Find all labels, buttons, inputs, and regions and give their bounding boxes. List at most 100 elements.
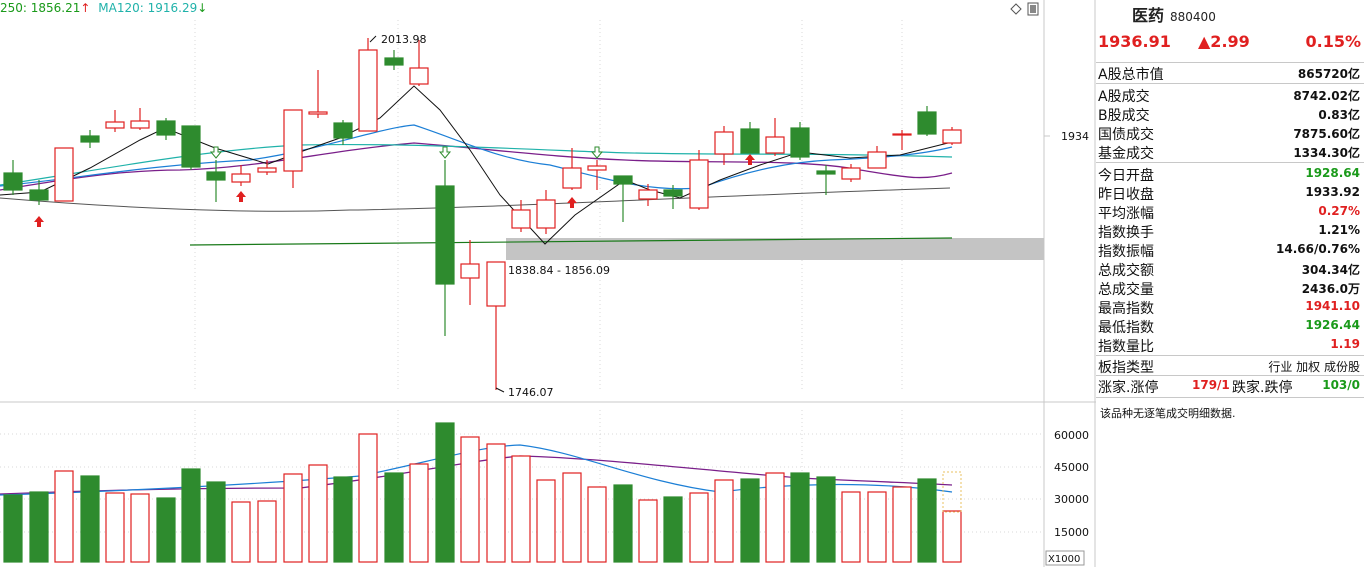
candle-body: [790, 127, 810, 158]
candle-body: [80, 135, 100, 143]
price-change: ▲2.99: [1198, 32, 1250, 51]
candle-body: [942, 129, 962, 144]
diamond-icon[interactable]: [1010, 3, 1022, 15]
ma250-label: 250: 1856.21: [0, 1, 81, 15]
candle-body: [257, 167, 277, 173]
volume-bar: [283, 473, 303, 563]
vol-axis-30000: 30000: [1054, 493, 1089, 506]
chart-tools[interactable]: [1010, 2, 1039, 16]
volume-bar: [29, 491, 49, 563]
low-label: 1746.07: [508, 386, 554, 399]
volume-bar: [714, 479, 734, 563]
volume-bar: [206, 481, 226, 563]
volume-bar: [54, 470, 74, 563]
candle-body: [105, 121, 125, 129]
volume-bar: [333, 476, 353, 563]
info-row-value: 1926.44: [1305, 318, 1360, 332]
candle-body: [638, 189, 658, 200]
index-type-tags[interactable]: 行业 加权 成份股: [1268, 360, 1360, 374]
volume-bar: [409, 463, 429, 563]
index-code: 880400: [1170, 10, 1216, 24]
trend-line: [189, 237, 953, 246]
info-row-label: A股总市值: [1098, 67, 1164, 83]
candle-body: [613, 175, 633, 185]
index-name: 医药 880400: [1132, 6, 1216, 25]
volume-bar: [689, 492, 709, 563]
sell-arrow-icon: [590, 146, 604, 159]
info-row-value: 0.27%: [1318, 204, 1360, 218]
info-row-label: B股成交: [1098, 108, 1150, 124]
volume-bar: [486, 443, 506, 563]
volume-bar: [511, 455, 531, 563]
volume-bar: [790, 472, 810, 563]
volume-bar: [384, 472, 404, 563]
volume-bar: [308, 464, 328, 563]
price-change-pct: 0.15%: [1305, 32, 1361, 51]
down-count-value: 103/0: [1322, 378, 1360, 392]
candle-body: [358, 49, 378, 132]
candle-body: [562, 167, 582, 189]
candle-body: [130, 120, 150, 129]
info-row: 平均涨幅 0.27%: [1096, 202, 1364, 222]
volume-forecast-box: [942, 471, 962, 513]
candle-body: [206, 171, 226, 181]
candle-body: [816, 170, 836, 175]
volume-bar: [181, 468, 201, 563]
buy-arrow-icon: [567, 197, 577, 208]
ma-long-line: [0, 187, 951, 212]
candle-body: [181, 125, 201, 168]
info-row-label: 国债成交: [1098, 127, 1154, 143]
info-row: 国债成交 7875.60亿: [1096, 123, 1364, 143]
candle-body: [283, 109, 303, 172]
info-row-value: 1.19: [1330, 337, 1360, 351]
volume-bar: [80, 475, 100, 563]
info-row: 总成交额 304.34亿: [1096, 259, 1364, 279]
candle-body: [892, 133, 912, 136]
ma120-label: MA120: 1916.29: [98, 1, 198, 15]
zone-label: 1838.84 - 1856.09: [508, 264, 610, 277]
volume-bar: [638, 499, 658, 563]
candle-body: [765, 136, 785, 154]
info-row-label: 最高指数: [1098, 301, 1154, 317]
candle-body: [29, 189, 49, 201]
volume-bar: [892, 486, 912, 563]
candle-body: [231, 173, 251, 183]
candle-body: [587, 165, 607, 171]
index-type-row: 板指类型 行业 加权 成份股: [1096, 356, 1364, 376]
volume-bar: [562, 472, 582, 563]
info-row-label: 基金成交: [1098, 146, 1154, 162]
candle-body: [714, 131, 734, 155]
info-row-value: 7875.60亿: [1293, 127, 1360, 141]
volume-bar: [3, 494, 23, 563]
candle-body: [3, 172, 23, 191]
info-row-value: 14.66/0.76%: [1276, 242, 1360, 256]
info-row: 总成交量 2436.0万: [1096, 278, 1364, 298]
candle-body: [740, 128, 760, 154]
volume-bar: [536, 479, 556, 563]
candle-body: [435, 185, 455, 285]
candle-body: [156, 120, 176, 136]
volume-bar: [613, 484, 633, 563]
ma120-arrow-icon: ↓: [197, 1, 208, 15]
volume-bar: [105, 492, 125, 563]
high-label: 2013.98: [381, 33, 427, 46]
info-row-value: 1.21%: [1318, 223, 1360, 237]
info-row-value: 1334.30亿: [1293, 146, 1360, 160]
candle-body: [333, 122, 353, 139]
volume-bar: [130, 493, 150, 563]
info-row-value: 1928.64: [1305, 166, 1360, 180]
volume-bar: [740, 478, 760, 563]
candle-body: [409, 67, 429, 85]
ma-blue-line: [0, 124, 953, 190]
volume-bar: [257, 500, 277, 563]
sell-arrow-icon: [209, 146, 223, 159]
candle-body: [663, 189, 683, 197]
info-row: 基金成交 1334.30亿: [1096, 142, 1364, 162]
info-row: 指数量比 1.19: [1096, 335, 1364, 355]
candle-body: [511, 209, 531, 229]
info-row-value: 865720亿: [1297, 67, 1360, 81]
volume-bar: [156, 497, 176, 563]
candle-body: [384, 57, 404, 66]
volume-bar: [942, 510, 962, 563]
kline-chart[interactable]: 2013.98 1746.07 1838.84 - 1856.09 1934 6…: [0, 0, 1096, 567]
